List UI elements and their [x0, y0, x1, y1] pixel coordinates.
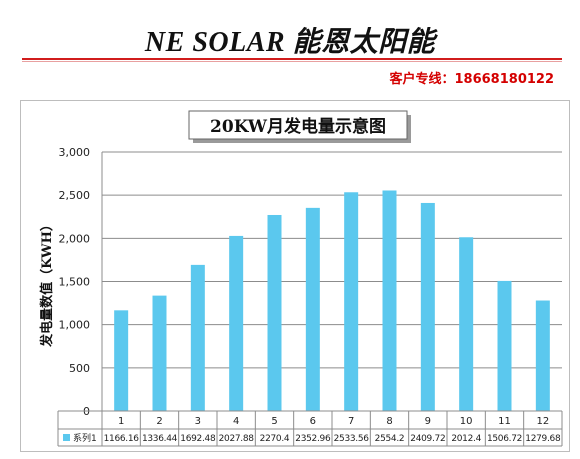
- x-tick-label: 6: [310, 416, 316, 427]
- data-label: 2012.4: [451, 434, 481, 444]
- x-tick-label: 9: [425, 416, 431, 427]
- x-tick-label: 4: [233, 416, 239, 427]
- data-label: 1692.48: [180, 434, 216, 444]
- bar: [152, 295, 167, 411]
- data-label: 1336.44: [142, 434, 178, 444]
- x-tick-label: 10: [460, 416, 473, 427]
- data-label: 1166.16: [104, 434, 140, 444]
- bar: [535, 300, 550, 411]
- hotline: 客户专线：18668180122: [389, 68, 554, 87]
- x-tick-label: 3: [195, 416, 201, 427]
- data-label: 1279.68: [525, 434, 561, 444]
- header-divider-secondary: [22, 61, 562, 62]
- header-title: NE SOLAR 能恩太阳能: [144, 27, 436, 58]
- y-tick-label: 1,000: [59, 319, 91, 332]
- x-tick-label: 2: [156, 416, 162, 427]
- x-tick-label: 12: [536, 416, 549, 427]
- y-tick-label: 3,000: [59, 146, 91, 159]
- bar: [497, 280, 512, 411]
- data-label: 2270.4: [260, 434, 290, 444]
- chart-title-box: [188, 110, 408, 140]
- bar: [459, 237, 474, 411]
- x-tick-label: 5: [271, 416, 277, 427]
- data-label: 2409.72: [410, 434, 445, 444]
- legend-swatch: [63, 434, 70, 441]
- data-label: 2352.96: [295, 434, 331, 444]
- bar-chart: 20KW月发电量示意图05001,0001,5002,0002,5003,000…: [39, 110, 563, 447]
- chart-frame: 20KW月发电量示意图05001,0001,5002,0002,5003,000…: [20, 100, 570, 452]
- header-divider: [22, 58, 562, 60]
- bar: [190, 264, 205, 411]
- bar: [382, 190, 397, 411]
- x-tick-label: 8: [386, 416, 392, 427]
- bar: [305, 207, 320, 411]
- bar: [344, 192, 359, 411]
- data-label: 2027.88: [219, 434, 255, 444]
- bar: [267, 214, 282, 411]
- legend-series-name: 系列1: [73, 432, 97, 444]
- x-tick-label: 7: [348, 416, 354, 427]
- hotline-label: 客户专线：: [389, 72, 455, 87]
- y-axis-title: 发电量数值（KWH）: [39, 218, 55, 348]
- hotline-number: 18668180122: [454, 72, 555, 87]
- y-tick-label: 1,500: [59, 276, 91, 289]
- data-label: 2554.2: [375, 434, 405, 444]
- x-tick-label: 11: [498, 416, 511, 427]
- bar: [420, 202, 435, 411]
- x-tick-label: 1: [118, 416, 124, 427]
- bar: [229, 235, 244, 411]
- data-label: 1506.72: [487, 434, 522, 444]
- bar: [114, 310, 129, 411]
- y-tick-label: 2,000: [59, 232, 91, 245]
- chart-title: 20KW月发电量示意图: [210, 116, 386, 137]
- y-tick-label: 2,500: [59, 189, 91, 202]
- y-tick-label: 500: [69, 362, 90, 375]
- data-label: 2533.56: [334, 434, 370, 444]
